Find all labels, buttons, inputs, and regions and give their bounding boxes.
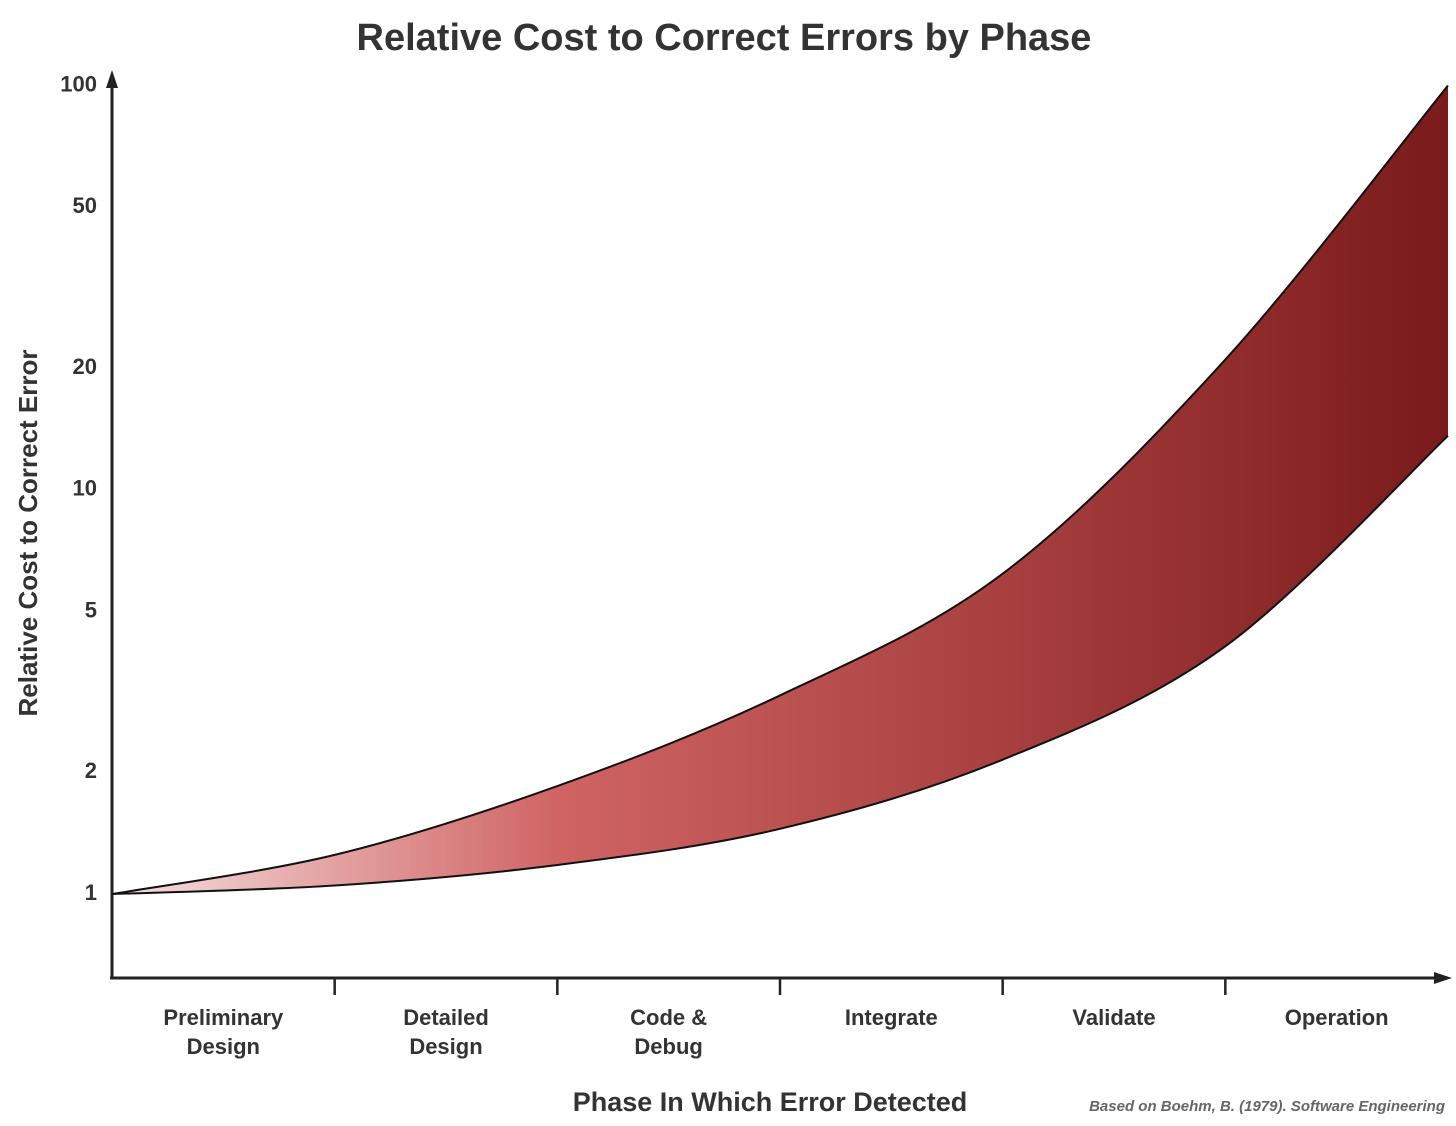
x-category-label: Integrate	[844, 1005, 938, 1030]
y-tick-label: 10	[73, 476, 97, 501]
y-tick-label: 5	[85, 597, 97, 622]
x-category-label: Validate	[1072, 1005, 1156, 1030]
x-axis-label: Phase In Which Error Detected	[573, 1087, 968, 1117]
y-axis-label: Relative Cost to Correct Error	[13, 350, 43, 717]
band-area	[112, 85, 1448, 895]
chart-title: Relative Cost to Correct Errors by Phase	[357, 17, 1092, 59]
y-arrow	[106, 70, 118, 88]
x-category-label: Operation	[1284, 1005, 1389, 1030]
y-tick-label: 2	[85, 758, 97, 783]
x-category-label: Detailed Design	[403, 1005, 489, 1059]
x-category-label: Code & Debug	[630, 1005, 708, 1059]
band-edge	[111, 84, 1449, 896]
x-arrow	[1434, 972, 1452, 984]
y-tick-label: 1	[85, 880, 97, 905]
source-note: Based on Boehm, B. (1979). Software Engi…	[1089, 1098, 1445, 1115]
y-tick-label: 100	[60, 71, 97, 96]
x-category-label: Preliminary Design	[163, 1005, 284, 1059]
y-tick-label: 20	[73, 354, 97, 379]
band-edge	[111, 435, 1449, 896]
y-tick-label: 50	[73, 193, 97, 218]
